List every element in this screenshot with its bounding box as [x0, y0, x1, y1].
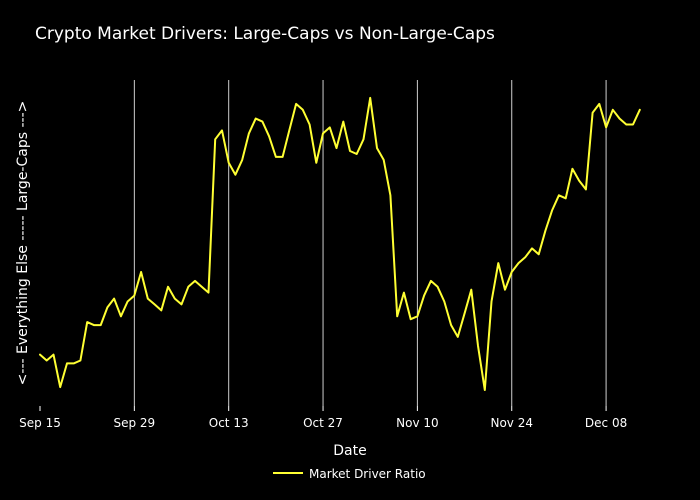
x-tick-label: Oct 13	[209, 416, 249, 430]
series-line-market-driver-ratio	[39, 96, 641, 391]
x-tick-label: Nov 24	[490, 416, 533, 430]
x-tick-label: Sep 29	[113, 416, 155, 430]
y-axis-label: <--- Everything Else ----- Large-Caps --…	[15, 101, 31, 386]
x-axis-label: Date	[333, 443, 366, 459]
legend[interactable]: Market Driver Ratio	[273, 467, 426, 481]
x-tick-label: Oct 27	[303, 416, 343, 430]
x-tick-labels: Sep 15 Sep 29 Oct 13 Oct 27 Nov 10 Nov 24 Dec …	[19, 406, 627, 430]
chart-title: Crypto Market Drivers: Large-Caps vs Non…	[35, 24, 495, 44]
x-tick-label: Dec 08	[585, 416, 627, 430]
x-tick-label: Sep 15	[19, 416, 61, 430]
legend-label: Market Driver Ratio	[309, 467, 426, 481]
x-tick-label: Nov 10	[396, 416, 439, 430]
